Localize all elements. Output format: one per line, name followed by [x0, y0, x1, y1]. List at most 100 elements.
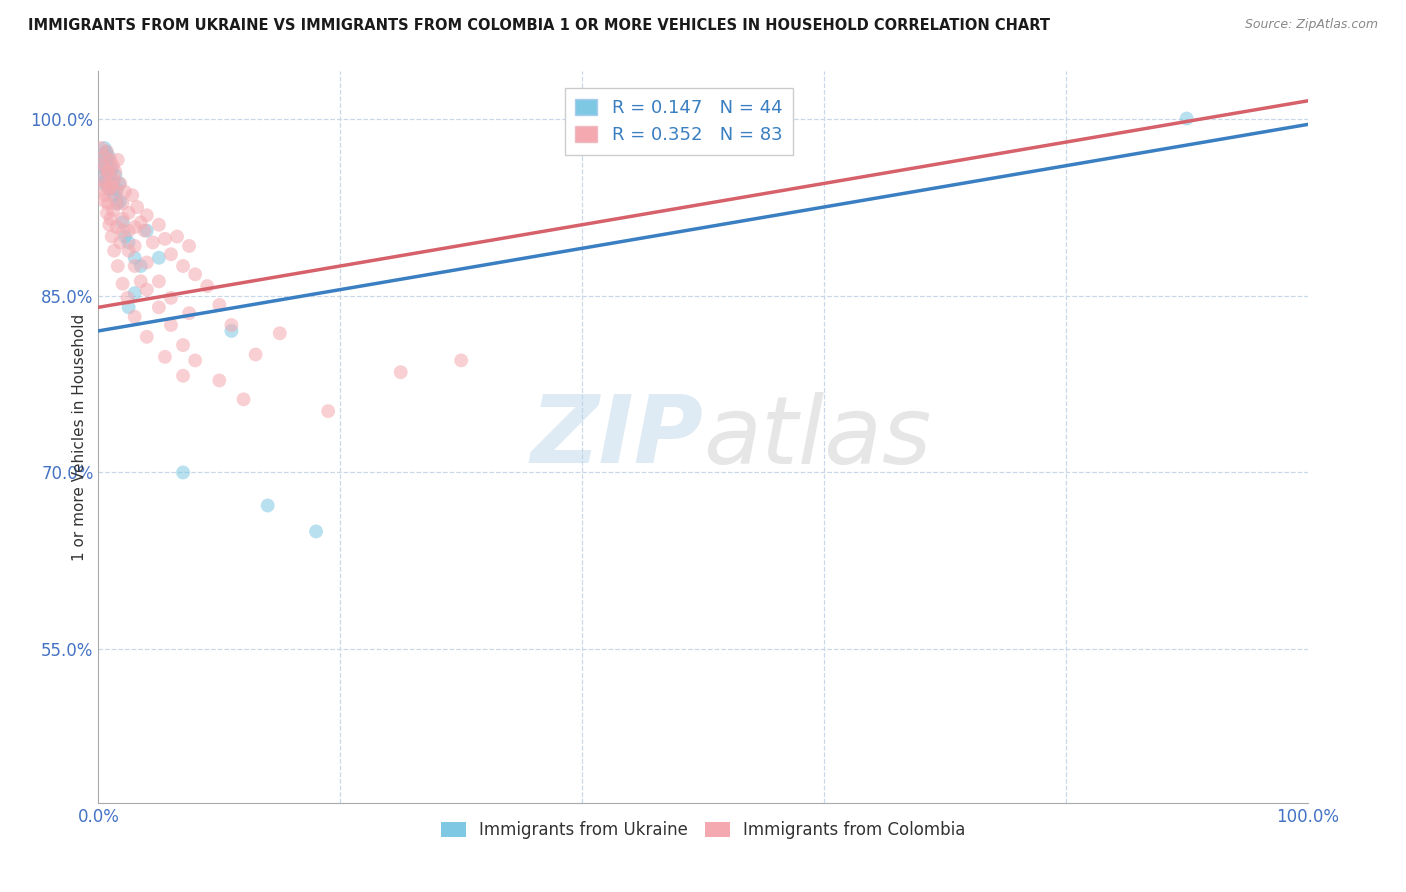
Point [114, 185, 136, 199]
Point [100, 161, 122, 175]
Text: Source: ZipAtlas.com: Source: ZipAtlas.com [1244, 18, 1378, 31]
Point [316, 404, 339, 418]
Point [93, 149, 115, 163]
Point [108, 235, 131, 250]
Point [118, 301, 141, 315]
Point [105, 196, 128, 211]
Point [148, 301, 170, 315]
Point [94, 153, 117, 167]
Point [94, 177, 117, 191]
Point [98, 182, 121, 196]
Point [94, 188, 117, 202]
Point [172, 259, 194, 273]
Point [94, 149, 117, 163]
Point [97, 196, 120, 211]
Point [269, 326, 291, 341]
Point [124, 286, 146, 301]
Point [96, 177, 118, 191]
Point [129, 259, 152, 273]
Point [111, 211, 134, 226]
Point [118, 224, 141, 238]
Point [93, 147, 115, 161]
Point [91, 168, 114, 182]
Point [121, 188, 143, 202]
Point [172, 466, 194, 480]
Point [450, 353, 472, 368]
Point [103, 188, 125, 202]
Point [97, 164, 120, 178]
Point [108, 194, 131, 208]
Text: atlas: atlas [703, 392, 931, 483]
Point [96, 206, 118, 220]
Text: ZIP: ZIP [530, 391, 703, 483]
Point [97, 164, 120, 178]
Point [100, 164, 122, 178]
Point [245, 347, 267, 361]
Point [98, 164, 121, 178]
Point [103, 244, 125, 258]
Point [135, 208, 157, 222]
Point [118, 206, 141, 220]
Point [97, 153, 120, 167]
Point [96, 156, 118, 170]
Point [124, 259, 146, 273]
Point [232, 392, 254, 407]
Point [104, 168, 127, 182]
Point [221, 318, 243, 332]
Text: IMMIGRANTS FROM UKRAINE VS IMMIGRANTS FROM COLOMBIA 1 OR MORE VEHICLES IN HOUSEH: IMMIGRANTS FROM UKRAINE VS IMMIGRANTS FR… [28, 18, 1050, 33]
Point [105, 185, 128, 199]
Point [153, 232, 176, 246]
Point [1175, 112, 1198, 126]
Point [98, 182, 121, 196]
Point [100, 180, 122, 194]
Point [90, 159, 112, 173]
Point [135, 224, 157, 238]
Point [90, 141, 112, 155]
Point [100, 177, 122, 191]
Point [105, 220, 128, 235]
Point [100, 180, 122, 194]
Point [111, 215, 134, 229]
Legend: Immigrants from Ukraine, Immigrants from Colombia: Immigrants from Ukraine, Immigrants from… [434, 814, 972, 846]
Point [107, 153, 129, 167]
Point [118, 244, 141, 258]
Point [208, 374, 231, 388]
Point [160, 318, 183, 332]
Point [101, 177, 124, 191]
Point [91, 182, 114, 196]
Point [153, 350, 176, 364]
Point [160, 247, 183, 261]
Point [93, 194, 115, 208]
Point [97, 170, 120, 185]
Point [134, 224, 156, 238]
Point [179, 306, 201, 320]
Point [94, 173, 117, 187]
Point [101, 159, 124, 173]
Point [101, 182, 124, 196]
Point [103, 173, 125, 187]
Point [111, 196, 134, 211]
Point [221, 324, 243, 338]
Point [93, 141, 115, 155]
Point [127, 200, 149, 214]
Point [129, 274, 152, 288]
Point [184, 267, 207, 281]
Point [184, 353, 207, 368]
Point [118, 235, 141, 250]
Point [96, 145, 118, 159]
Point [148, 218, 170, 232]
Point [195, 279, 218, 293]
Point [101, 203, 124, 218]
Point [108, 177, 131, 191]
Point [107, 196, 129, 211]
Point [305, 524, 328, 539]
Point [172, 368, 194, 383]
Point [93, 161, 115, 175]
Point [91, 159, 114, 173]
Point [124, 239, 146, 253]
Point [135, 330, 157, 344]
Point [160, 291, 183, 305]
Point [142, 235, 165, 250]
Point [105, 182, 128, 196]
Point [91, 177, 114, 191]
